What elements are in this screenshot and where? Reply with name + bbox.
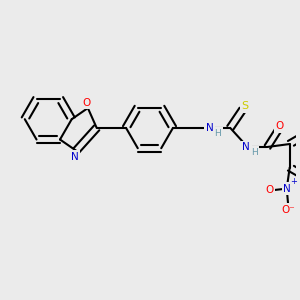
Text: O: O (82, 98, 91, 108)
Text: S: S (241, 101, 248, 111)
Text: O⁻: O⁻ (281, 205, 295, 215)
Text: +: + (291, 177, 298, 186)
Text: O: O (265, 185, 273, 195)
Text: N: N (242, 142, 250, 152)
Text: H: H (214, 129, 221, 138)
Text: N: N (206, 123, 214, 133)
Text: O: O (275, 122, 283, 131)
Text: N: N (283, 184, 291, 194)
Text: H: H (251, 148, 258, 157)
Text: N: N (71, 152, 79, 161)
